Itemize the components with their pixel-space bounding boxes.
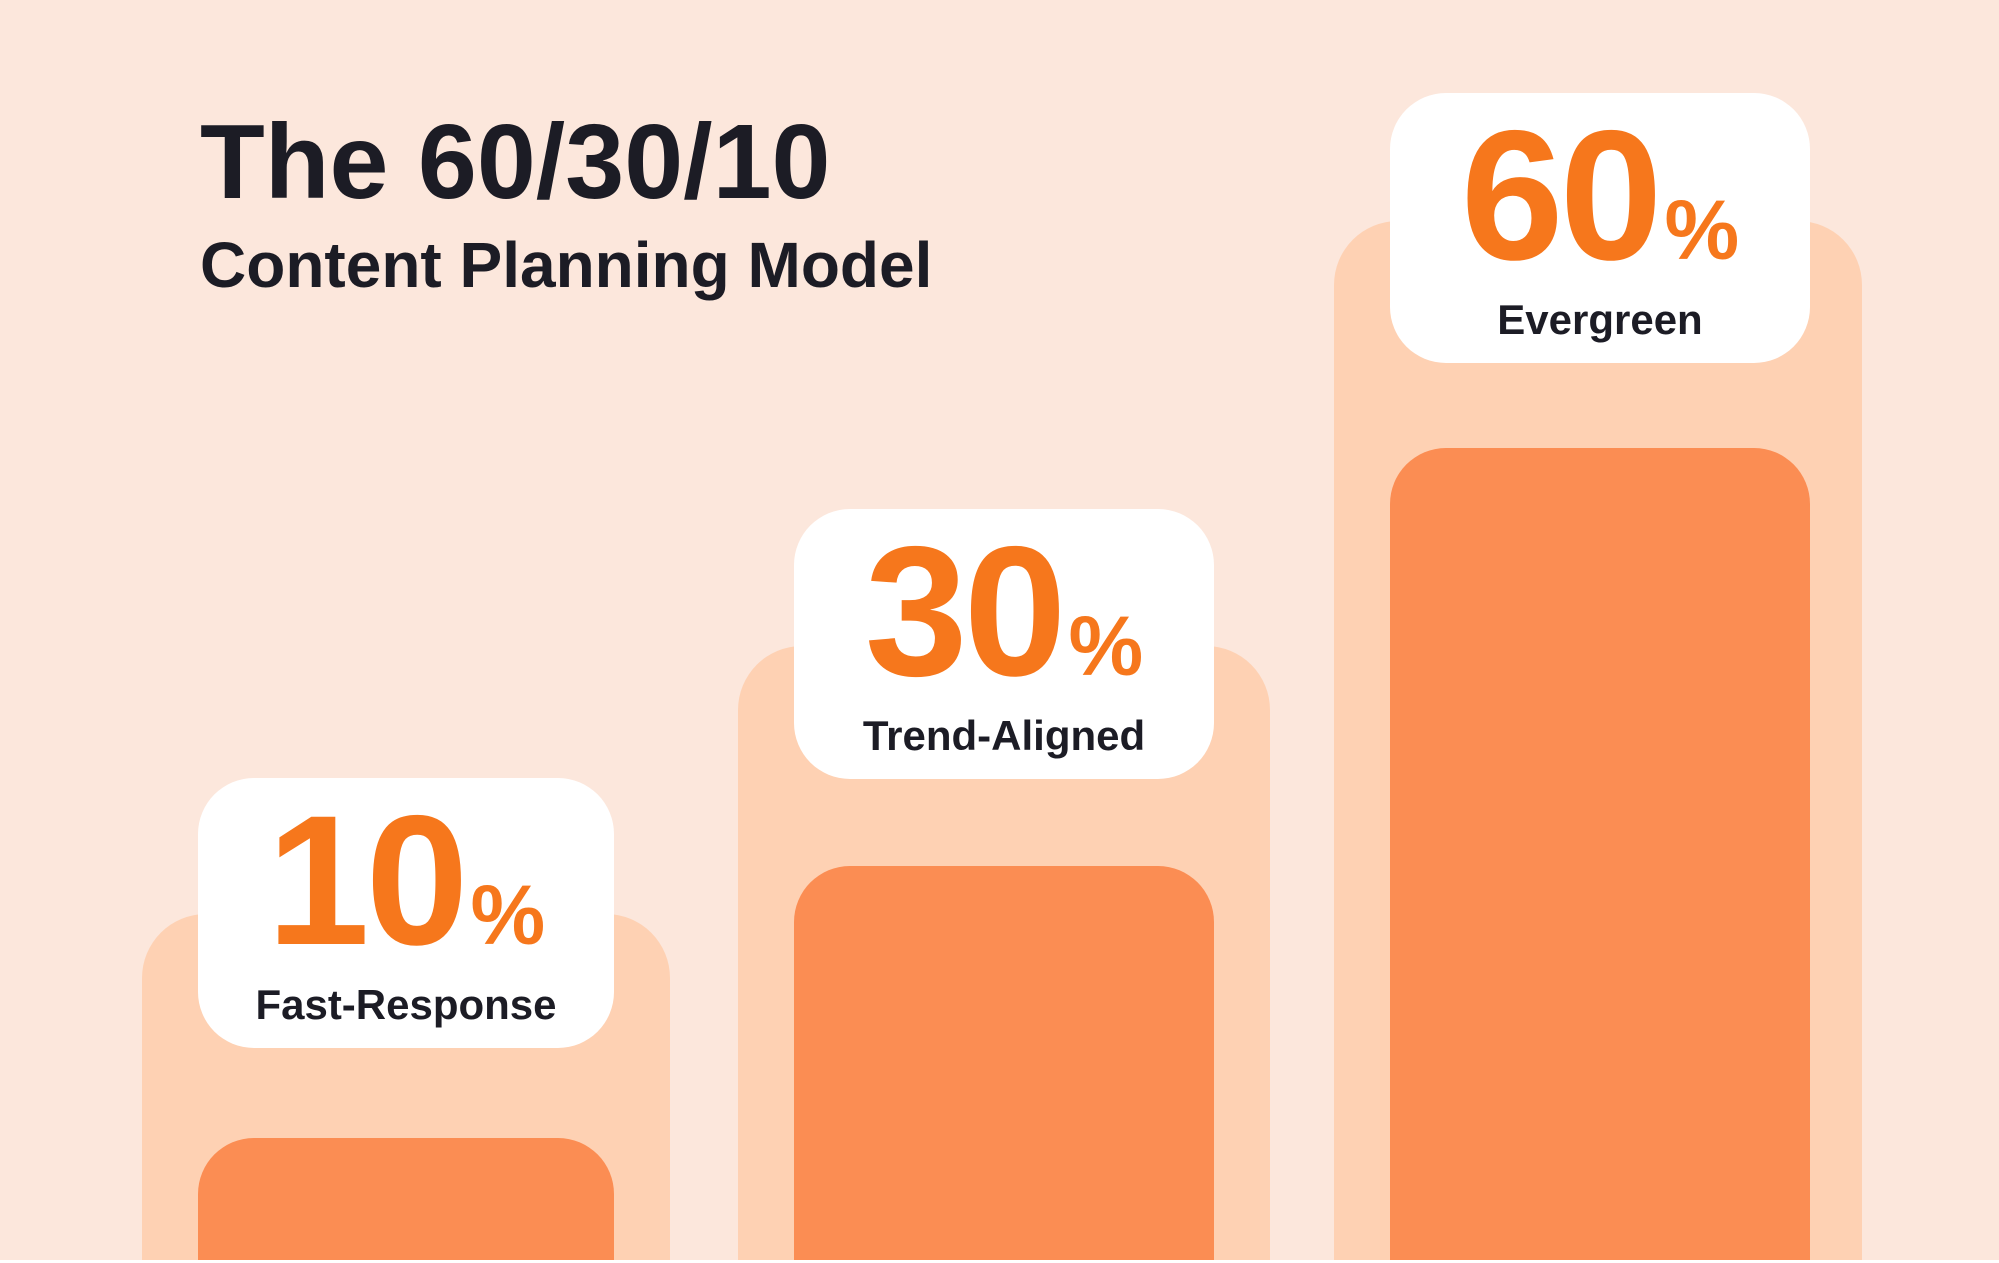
percent-sign: % bbox=[1664, 182, 1740, 277]
percent-card-evergreen: 60% Evergreen bbox=[1390, 93, 1810, 363]
bar-fill-evergreen bbox=[1390, 448, 1810, 1263]
percent-card-fast-response: 10% Fast-Response bbox=[198, 778, 614, 1048]
percent-value-evergreen: 60% bbox=[1461, 103, 1739, 288]
bottom-edge-strip bbox=[0, 1260, 1999, 1263]
page-subtitle: Content Planning Model bbox=[200, 228, 933, 301]
percent-number: 30 bbox=[864, 508, 1067, 715]
title-block: The 60/30/10 Content Planning Model bbox=[200, 96, 932, 300]
bar-fill-trend-aligned bbox=[794, 866, 1214, 1263]
percent-number: 60 bbox=[1460, 92, 1663, 299]
bar-label-evergreen: Evergreen bbox=[1497, 296, 1703, 344]
percent-number: 10 bbox=[266, 777, 469, 984]
percent-value-fast-response: 10% bbox=[267, 788, 545, 973]
bar-label-fast-response: Fast-Response bbox=[255, 981, 557, 1029]
bar-label-trend-aligned: Trend-Aligned bbox=[862, 712, 1146, 760]
bar-fill-fast-response bbox=[198, 1138, 614, 1263]
percent-sign: % bbox=[470, 867, 546, 962]
page-title: The 60/30/10 bbox=[200, 103, 831, 221]
percent-value-trend-aligned: 30% bbox=[865, 519, 1143, 704]
percent-card-trend-aligned: 30% Trend-Aligned bbox=[794, 509, 1214, 779]
percent-sign: % bbox=[1068, 598, 1144, 693]
